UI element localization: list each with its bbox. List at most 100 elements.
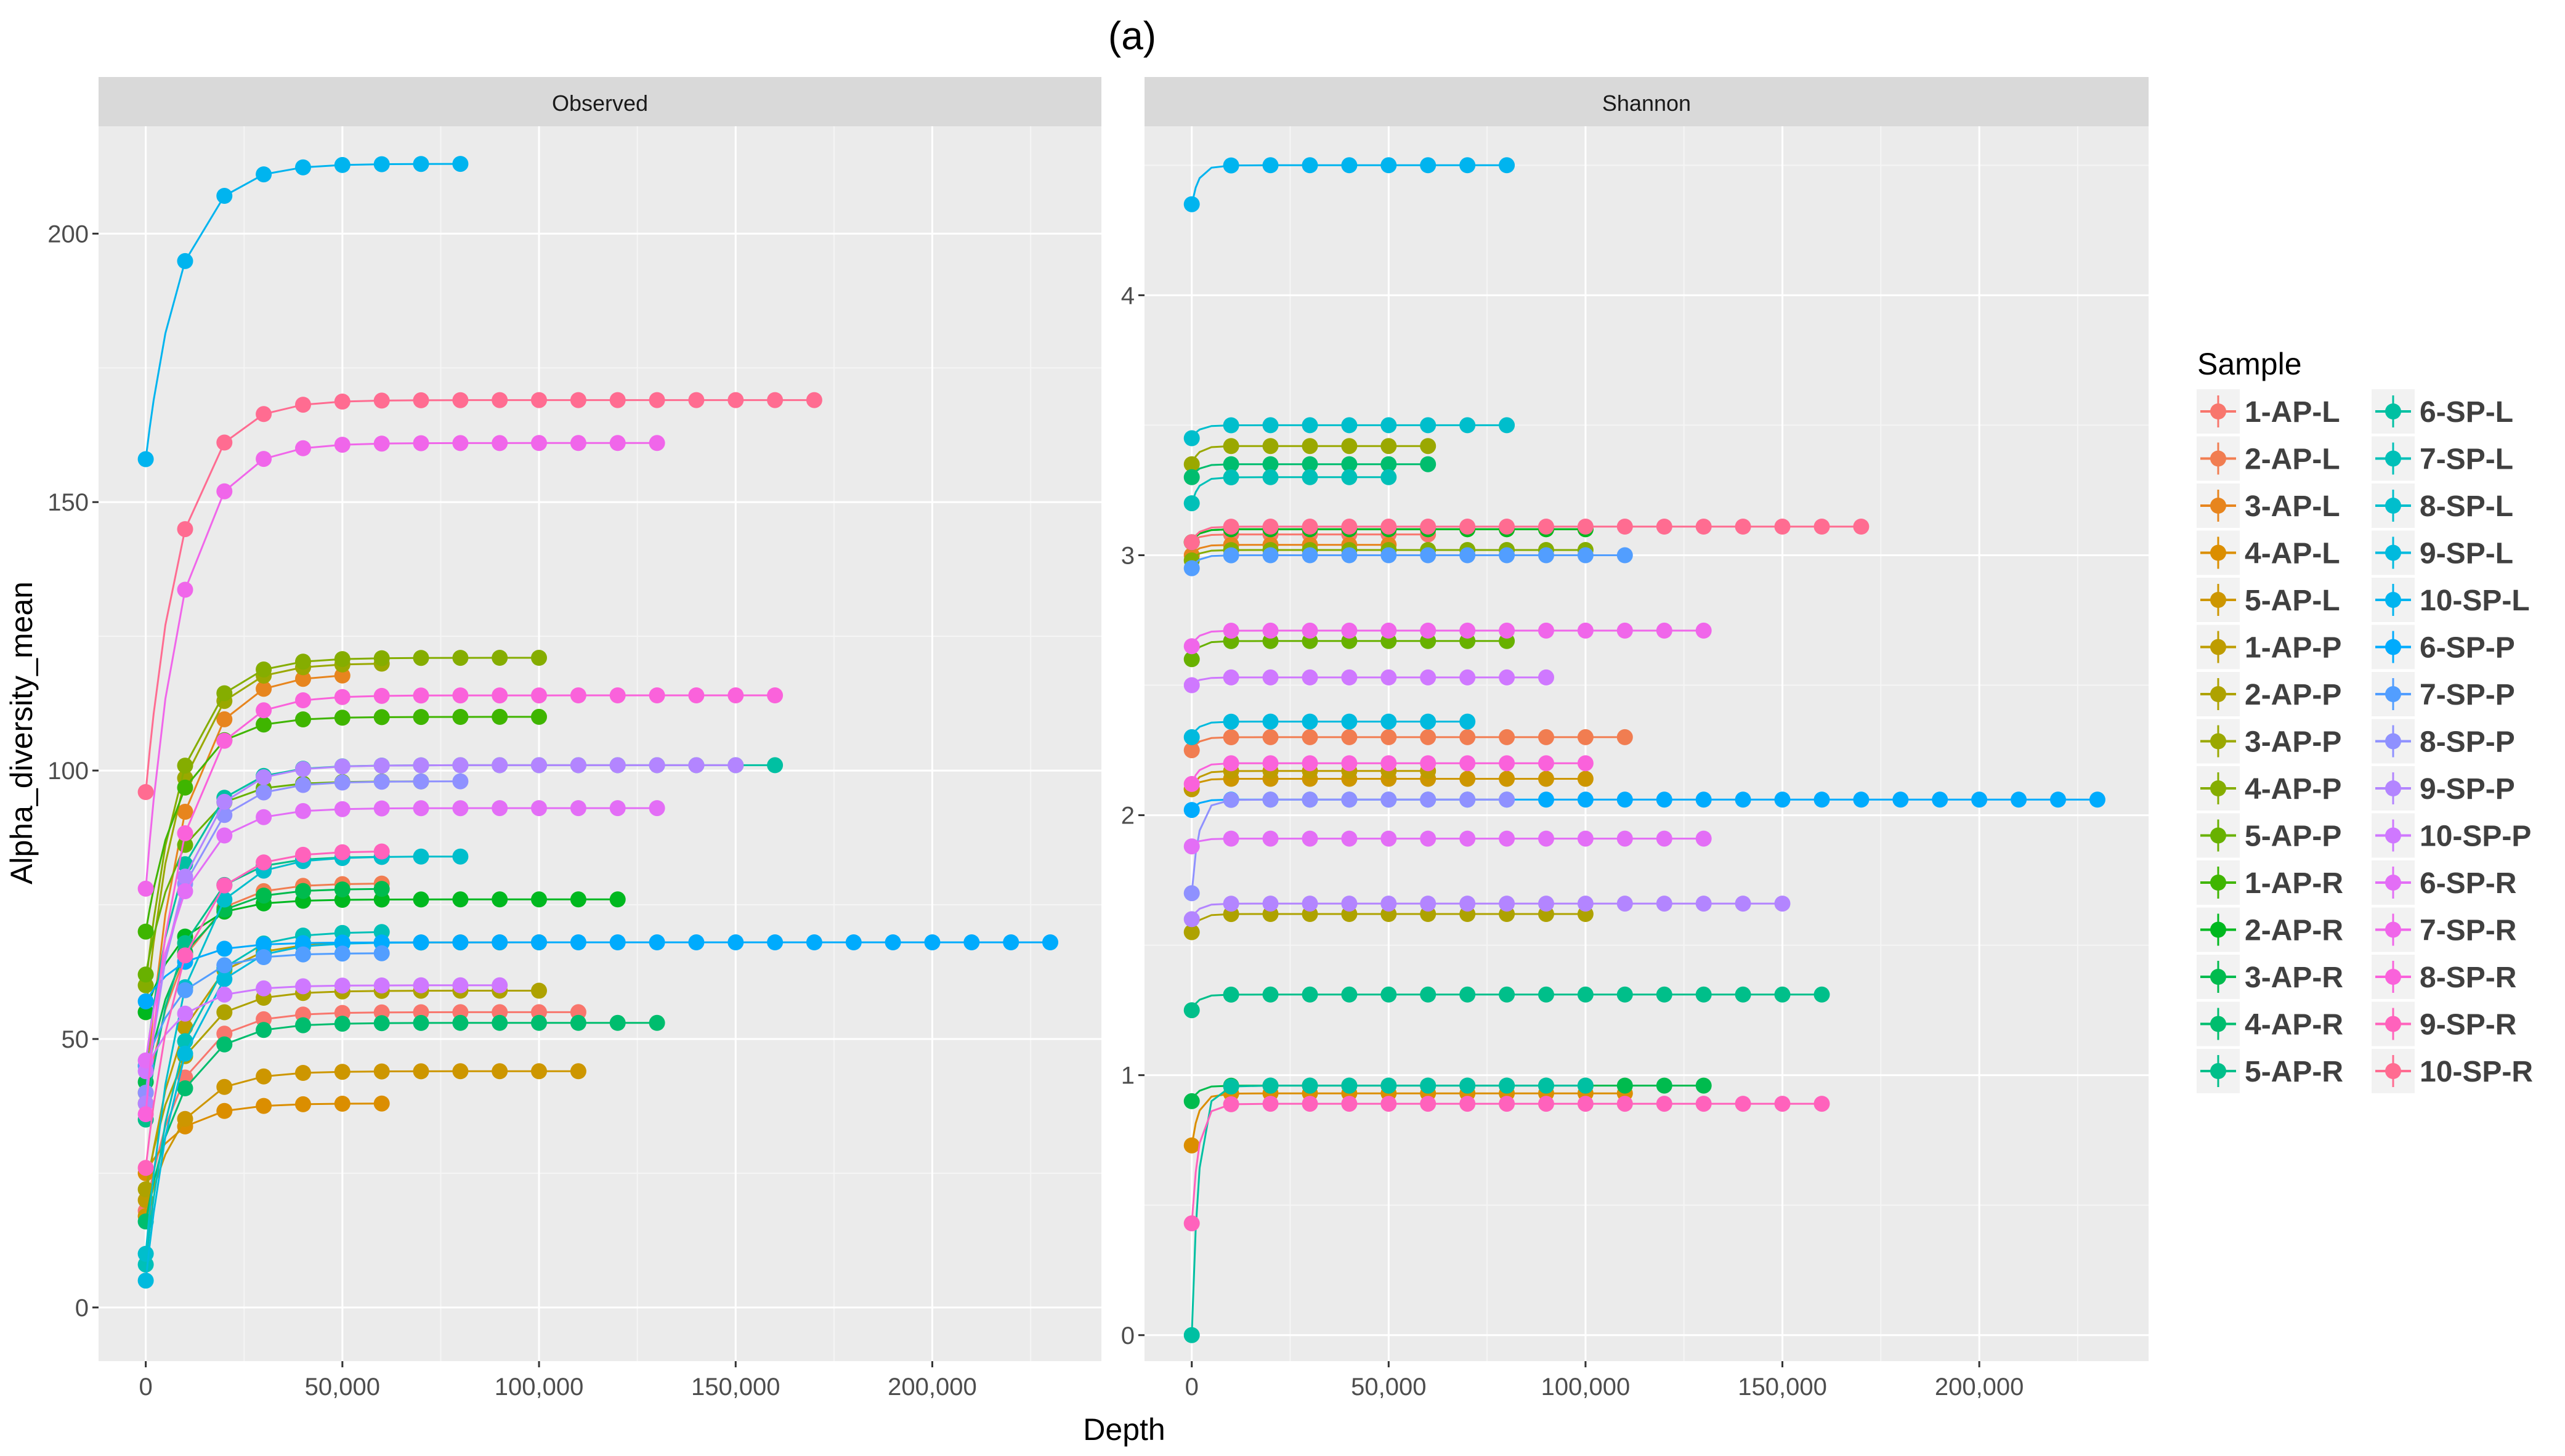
data-point [1262,417,1279,434]
data-point [1380,417,1397,434]
data-point [216,711,233,727]
data-point [1341,830,1358,847]
data-point [1459,713,1476,730]
data-point [413,757,429,774]
data-point [1695,791,1712,808]
gridlines-observed [99,126,1101,1361]
data-point [609,934,626,950]
data-point [1499,1077,1515,1094]
legend-label: 10-SP-R [2420,1056,2533,1088]
data-point [1932,791,1948,808]
data-point [609,891,626,908]
data-point [1262,469,1279,485]
data-point [727,392,744,408]
legend-label: 8-SP-P [2420,726,2515,759]
data-point [1774,519,1791,535]
x-axis-title: Depth [1083,1412,1165,1447]
x-tick-label: 0 [1185,1373,1199,1401]
data-point [1577,547,1594,564]
data-point [1538,986,1554,1003]
data-point [1380,755,1397,772]
y-axis-title: Alpha_diversity_mean [4,581,39,884]
data-point [492,392,508,408]
data-point [1420,755,1436,772]
legend-label: 2-AP-R [2245,915,2343,947]
data-point [1538,669,1554,686]
legend-item-4-AP-P: 4-AP-P [2197,766,2341,811]
data-point [1499,729,1515,745]
data-point [177,253,193,269]
data-point [1616,986,1633,1003]
data-point [1420,1077,1436,1094]
legend-label: 4-AP-L [2245,538,2340,570]
data-point [1499,547,1515,564]
series-10-SP-R-shannon [1183,519,1870,551]
data-point [1223,438,1239,455]
legend-item-1-AP-R: 1-AP-R [2197,860,2343,905]
data-point [1380,456,1397,472]
x-tick-label: 0 [139,1373,152,1401]
legend-item-4-AP-R: 4-AP-R [2197,1001,2343,1046]
data-point [1223,547,1239,564]
data-point [727,687,744,703]
data-point [1380,622,1397,639]
data-point [1459,770,1476,787]
data-point [1183,651,1200,668]
data-point [295,653,311,670]
legend-item-8-SP-L: 8-SP-L [2372,483,2513,528]
data-point [1223,755,1239,772]
data-point [1813,986,1830,1003]
data-point [1577,622,1594,639]
series-9-SP-R-observed [137,843,390,1176]
data-point [531,435,547,451]
data-point [885,934,901,950]
legend-key-point [2210,827,2226,844]
y-tick-label: 2 [1121,803,1135,830]
data-point [216,877,233,894]
data-point [1341,755,1358,772]
data-point [137,1181,154,1197]
data-point [531,757,547,774]
data-point [373,945,390,961]
data-point [531,1063,547,1080]
data-point [413,709,429,726]
data-point [609,1014,626,1031]
data-point [1341,669,1358,686]
data-point [2089,791,2105,808]
data-point [649,435,665,451]
data-point [1656,896,1672,912]
x-tick-label: 50,000 [1351,1373,1426,1401]
data-point [1223,669,1239,686]
data-point [1042,934,1058,950]
data-point [1616,547,1633,564]
data-point [452,1014,469,1031]
data-point [1420,1096,1436,1112]
x-tick-label: 100,000 [495,1373,584,1401]
data-point [1262,157,1279,174]
series-3-AP-P-shannon [1183,438,1436,472]
legend-key-point [2385,780,2401,796]
legend-label: 7-SP-R [2420,915,2516,947]
legend-label: 8-SP-R [2420,961,2516,994]
data-point [2050,791,2066,808]
data-point [413,1014,429,1031]
data-point [413,687,429,704]
data-point [924,934,941,950]
data-point [1302,1096,1318,1112]
data-point [1656,622,1672,639]
data-point [1499,417,1515,434]
data-point [256,784,272,801]
legend-key-point [2210,403,2226,419]
data-point [1656,830,1672,847]
data-point [373,1095,390,1112]
data-point [1420,830,1436,847]
data-point [256,681,272,697]
data-point [334,1064,351,1080]
data-point [492,435,508,451]
legend-item-3-AP-L: 3-AP-L [2197,483,2340,528]
data-point [1538,830,1554,847]
data-point [373,156,390,172]
data-point [413,773,429,790]
series-line [1191,463,1428,478]
data-point [216,986,233,1003]
